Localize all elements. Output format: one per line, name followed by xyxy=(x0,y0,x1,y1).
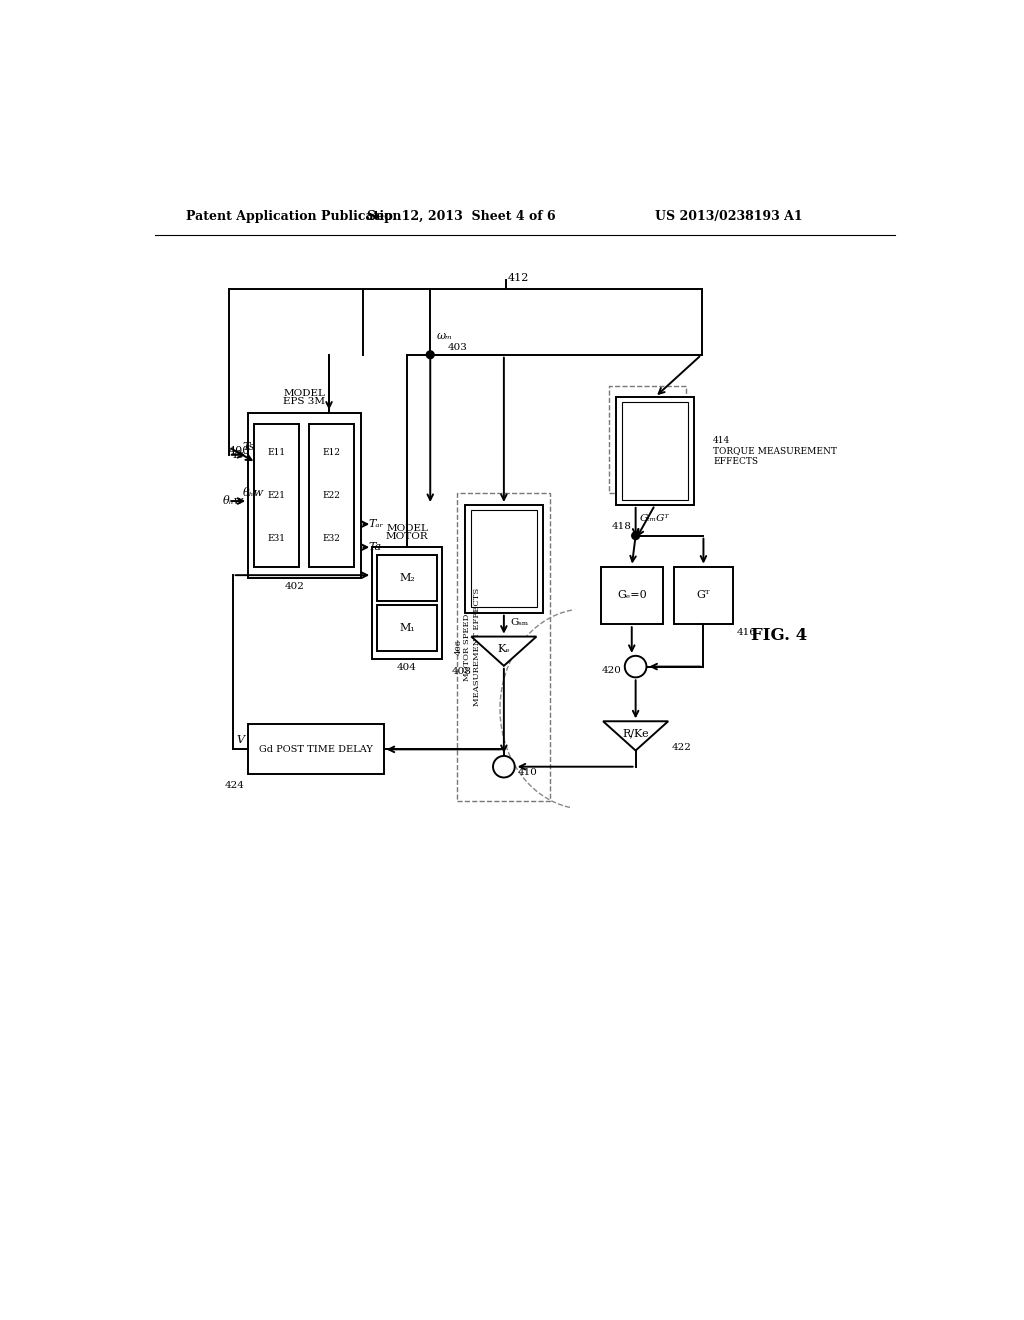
Text: 424: 424 xyxy=(224,780,245,789)
Bar xyxy=(308,424,353,566)
Text: EPS 3M: EPS 3M xyxy=(284,397,326,407)
Text: Gₛₘ: Gₛₘ xyxy=(510,618,528,627)
Text: E21: E21 xyxy=(268,491,286,500)
Polygon shape xyxy=(471,636,537,665)
Bar xyxy=(622,403,688,499)
Text: FIG. 4: FIG. 4 xyxy=(751,627,807,644)
Text: 410: 410 xyxy=(518,768,538,777)
Text: Ts: Ts xyxy=(231,450,245,459)
Bar xyxy=(377,605,437,651)
Bar xyxy=(377,554,437,601)
Text: 408: 408 xyxy=(452,668,471,676)
Text: MODEL: MODEL xyxy=(284,389,326,397)
Circle shape xyxy=(625,656,646,677)
Text: Ta: Ta xyxy=(369,543,381,552)
Circle shape xyxy=(632,532,640,540)
Text: 400: 400 xyxy=(228,446,250,455)
Bar xyxy=(608,385,686,494)
Bar xyxy=(465,506,543,612)
Text: Gd POST TIME DELAY: Gd POST TIME DELAY xyxy=(259,744,373,754)
Text: 422: 422 xyxy=(672,743,692,752)
Bar xyxy=(471,511,538,607)
Text: E32: E32 xyxy=(323,533,340,543)
Bar xyxy=(254,424,299,566)
Bar xyxy=(675,566,732,624)
Circle shape xyxy=(426,351,434,359)
Text: MODEL: MODEL xyxy=(386,524,428,533)
Bar xyxy=(616,397,693,506)
Text: Σ: Σ xyxy=(631,661,640,675)
Circle shape xyxy=(493,756,515,777)
Text: 416: 416 xyxy=(736,628,757,638)
Text: Kₑ: Kₑ xyxy=(498,644,510,653)
Text: Tₐᵣ: Tₐᵣ xyxy=(369,519,384,529)
Text: 406
MOTOR SPEED
MEASUREMENT EFFECTS: 406 MOTOR SPEED MEASUREMENT EFFECTS xyxy=(455,589,480,706)
Text: E22: E22 xyxy=(323,491,340,500)
Text: GₜₘGᵀ: GₜₘGᵀ xyxy=(640,515,670,523)
Text: M₂: M₂ xyxy=(399,573,415,583)
Text: θₕᴡ: θₕᴡ xyxy=(223,496,245,506)
Text: US 2013/0238193 A1: US 2013/0238193 A1 xyxy=(654,210,802,223)
Text: V: V xyxy=(237,735,245,744)
Text: Sep. 12, 2013  Sheet 4 of 6: Sep. 12, 2013 Sheet 4 of 6 xyxy=(367,210,556,223)
Text: E11: E11 xyxy=(267,447,286,457)
Text: 420: 420 xyxy=(602,667,622,675)
Bar xyxy=(601,566,663,624)
Text: 414
TORQUE MEASUREMENT
EFFECTS: 414 TORQUE MEASUREMENT EFFECTS xyxy=(713,436,837,466)
Text: Gᵀ: Gᵀ xyxy=(696,590,711,601)
Text: E31: E31 xyxy=(268,533,286,543)
Text: 404: 404 xyxy=(397,663,417,672)
Text: 412: 412 xyxy=(508,273,529,282)
Text: Patent Application Publication: Patent Application Publication xyxy=(186,210,401,223)
Text: Gₑ=0: Gₑ=0 xyxy=(616,590,646,601)
Text: R/Ke: R/Ke xyxy=(623,729,649,739)
Text: 403: 403 xyxy=(447,343,467,351)
Text: 418: 418 xyxy=(612,521,632,531)
Bar xyxy=(248,413,360,578)
Text: θₕᴡ: θₕᴡ xyxy=(243,488,264,499)
Text: ωₘ: ωₘ xyxy=(436,331,453,341)
Text: Σ: Σ xyxy=(500,760,508,774)
Polygon shape xyxy=(603,721,669,751)
Bar xyxy=(372,548,442,659)
Text: MOTOR: MOTOR xyxy=(386,532,428,541)
Text: E12: E12 xyxy=(323,447,340,457)
Text: M₁: M₁ xyxy=(399,623,415,634)
Text: 402: 402 xyxy=(285,582,304,591)
Bar xyxy=(248,725,384,775)
Text: Ts: Ts xyxy=(243,442,255,453)
Bar xyxy=(458,494,550,801)
